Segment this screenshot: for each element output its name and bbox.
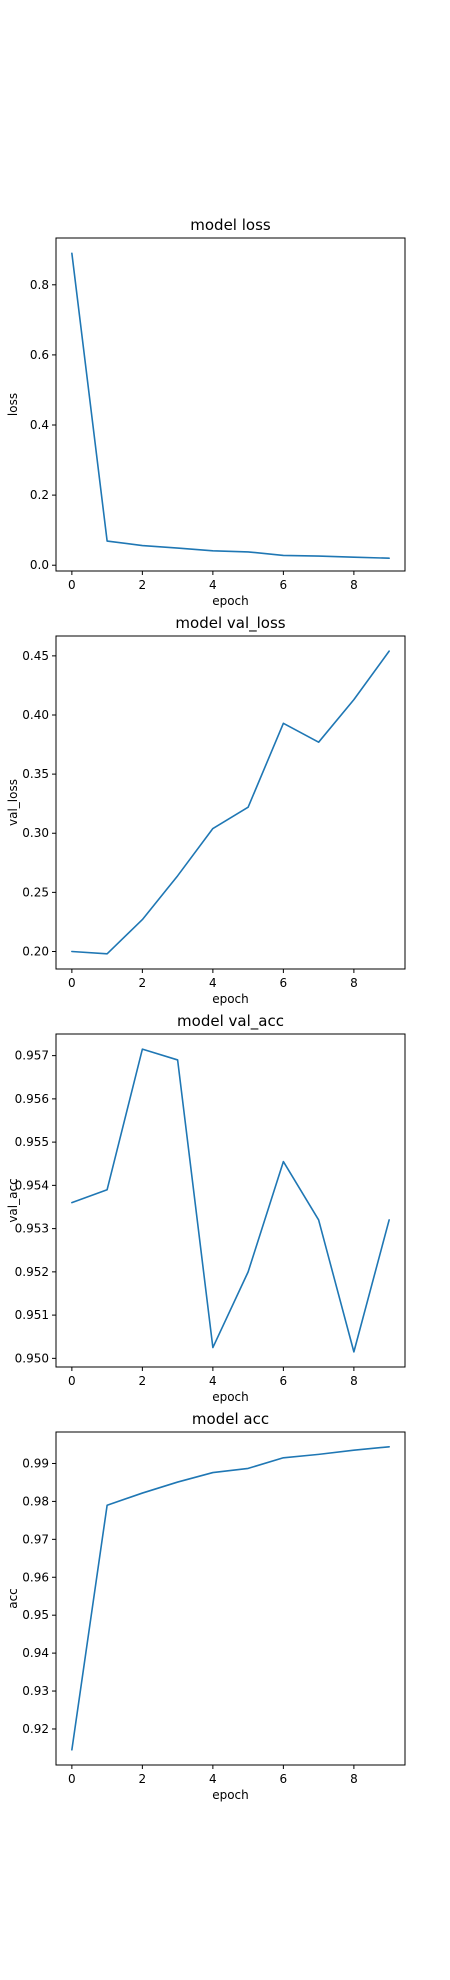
series-line [71,252,390,560]
x-tick-label: 4 [209,976,217,990]
x-tick-label: 8 [350,1374,358,1388]
y-tick-label: 0.6 [30,348,49,362]
series-line [71,650,390,955]
y-tick-label: 0.96 [22,1570,49,1584]
plot-frame [55,237,406,572]
x-tick-label: 2 [139,1772,147,1786]
y-tick-label: 0.92 [22,1722,49,1736]
y-tick-label: 0.97 [22,1532,49,1546]
y-tick-label: 0.25 [22,885,49,899]
y-tick-label: 0.99 [22,1456,49,1470]
y-axis-label: loss [6,393,20,416]
x-axis-label: epoch [212,1390,249,1404]
y-tick-label: 0.40 [22,708,49,722]
x-tick-label: 8 [350,1772,358,1786]
x-tick-label: 0 [68,1772,76,1786]
y-axis-label: val_loss [6,779,20,826]
x-tick-label: 8 [350,578,358,592]
x-axis-label: epoch [212,992,249,1006]
x-tick-label: 0 [68,1374,76,1388]
y-tick-label: 0.35 [22,767,49,781]
y-tick-label: 0.957 [15,1049,49,1063]
y-axis-label: acc [6,1588,20,1609]
y-tick-label: 0.94 [22,1646,49,1660]
y-tick-label: 0.4 [30,418,49,432]
y-axis-label: val_acc [6,1178,20,1222]
chart-panel-4: model acc 0 2 4 6 8 0.92 0.93 0.94 0.95 0.96 0.97 0.… [6,1410,406,1802]
x-tick-label: 2 [139,1374,147,1388]
x-tick-label: 6 [280,976,288,990]
chart-title: model loss [190,216,271,234]
x-tick-label: 2 [139,976,147,990]
y-tick-label: 0.0 [30,558,49,572]
chart-panel-1: model loss 0 2 4 6 8 0.0 0.2 0.4 0.6 0.8 epoch loss [6,216,406,608]
y-tick-label: 0.98 [22,1494,49,1508]
y-tick-label: 0.951 [15,1308,49,1322]
y-tick-label: 0.45 [22,649,49,663]
y-tick-label: 0.20 [22,944,49,958]
x-tick-label: 4 [209,578,217,592]
series-line [71,1048,390,1353]
x-axis-label: epoch [212,1788,249,1802]
y-tick-label: 0.954 [15,1178,49,1192]
series-line [71,1445,390,1751]
y-tick-label: 0.952 [15,1265,49,1279]
x-axis-label: epoch [212,594,249,608]
x-tick-label: 0 [68,578,76,592]
x-tick-label: 8 [350,976,358,990]
chart-panel-2: model val_loss 0 2 4 6 8 0.20 0.25 0.30 0.35 0.40 0… [6,614,406,1006]
chart-panel-3: model val_acc 0 2 4 6 8 0.950 0.951 0.952 0.953 0.… [6,1012,406,1404]
y-tick-label: 0.950 [15,1351,49,1365]
x-tick-label: 4 [209,1374,217,1388]
x-tick-label: 4 [209,1772,217,1786]
x-tick-label: 6 [280,1374,288,1388]
x-tick-label: 2 [139,578,147,592]
y-tick-label: 0.30 [22,826,49,840]
x-tick-label: 0 [68,976,76,990]
y-tick-label: 0.955 [15,1135,49,1149]
y-tick-label: 0.2 [30,488,49,502]
chart-title: model acc [192,1410,269,1428]
chart-title: model val_acc [177,1012,284,1031]
y-tick-label: 0.95 [22,1608,49,1622]
plot-frame [55,1033,406,1368]
y-tick-label: 0.953 [15,1222,49,1236]
x-tick-label: 6 [280,1772,288,1786]
x-tick-label: 6 [280,578,288,592]
y-tick-label: 0.956 [15,1092,49,1106]
plot-frame [55,635,406,970]
chart-title: model val_loss [175,614,285,633]
plot-frame [55,1431,406,1766]
y-tick-label: 0.93 [22,1684,49,1698]
y-tick-label: 0.8 [30,278,49,292]
